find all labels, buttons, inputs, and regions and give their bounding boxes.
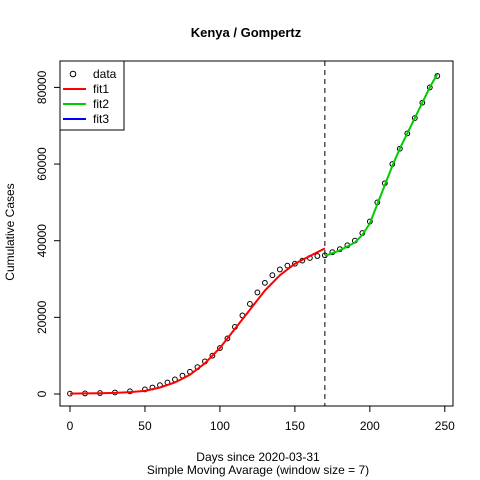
x-tick-label: 100 bbox=[210, 419, 230, 433]
x-tick-label: 50 bbox=[138, 419, 152, 433]
data-point bbox=[284, 262, 291, 269]
data-point bbox=[209, 352, 216, 359]
x-tick-label: 0 bbox=[67, 419, 74, 433]
x-tick-label: 150 bbox=[285, 419, 305, 433]
data-point bbox=[217, 345, 223, 351]
y-tick-label: 20000 bbox=[35, 300, 49, 334]
y-axis-label: Cumulative Cases bbox=[3, 183, 17, 280]
x-tick-label: 200 bbox=[360, 419, 380, 433]
data-point bbox=[276, 266, 283, 273]
legend-symbol-data bbox=[69, 70, 77, 78]
x-axis: 0 50 100 150 200 250 bbox=[67, 405, 455, 433]
chart-title: Kenya / Gompertz bbox=[191, 25, 302, 40]
series-line-fit2 bbox=[324, 73, 439, 257]
data-point bbox=[404, 130, 411, 137]
y-tick-label: 80000 bbox=[35, 70, 49, 104]
data-point bbox=[434, 73, 441, 79]
data-point bbox=[314, 253, 321, 259]
data-point bbox=[426, 84, 433, 91]
y-tick-label: 60000 bbox=[35, 147, 49, 181]
y-axis: 0 20000 40000 60000 80000 bbox=[35, 70, 61, 397]
y-tick-label: 40000 bbox=[35, 224, 49, 258]
data-point bbox=[291, 260, 298, 267]
fit-lines bbox=[69, 73, 439, 395]
data-point bbox=[261, 279, 268, 286]
data-point bbox=[419, 99, 426, 106]
data-point bbox=[224, 335, 231, 342]
data-point bbox=[247, 301, 253, 307]
series-line-fit1 bbox=[69, 247, 326, 395]
legend-label-fit3: fit3 bbox=[93, 112, 109, 126]
data-points bbox=[67, 73, 441, 397]
data-point bbox=[411, 115, 418, 121]
x-axis-sublabel: Simple Moving Avarage (window size = 7) bbox=[147, 463, 369, 477]
x-axis-label: Days since 2020-03-31 bbox=[196, 450, 320, 464]
data-point bbox=[269, 272, 276, 279]
legend-label-fit2: fit2 bbox=[93, 97, 109, 111]
data-point bbox=[254, 289, 261, 296]
legend-label-data: data bbox=[93, 67, 117, 81]
legend-label-fit1: fit1 bbox=[93, 82, 109, 96]
x-tick-label: 250 bbox=[435, 419, 455, 433]
y-tick-label: 0 bbox=[35, 390, 49, 397]
